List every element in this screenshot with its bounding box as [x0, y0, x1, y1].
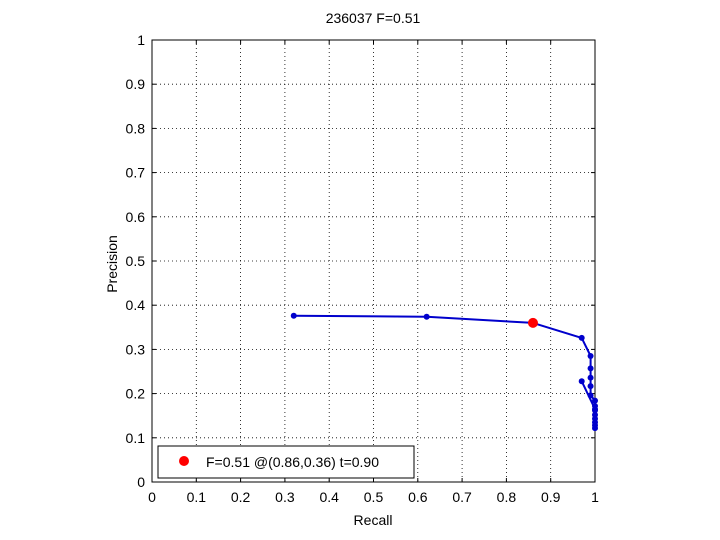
y-tick-label: 0.6 — [126, 209, 146, 225]
pr-curve-point — [290, 312, 297, 319]
pr-curve-point — [423, 313, 430, 320]
legend-entry: F=0.51 @(0.86,0.36) t=0.90 — [206, 454, 379, 470]
x-tick-label: 0.1 — [187, 489, 207, 505]
pr-curve-point — [587, 353, 594, 360]
legend-marker-best-point — [179, 456, 189, 466]
pr-curve-point — [592, 425, 598, 432]
legend-box — [157, 445, 415, 479]
x-tick-label: 0.7 — [452, 489, 472, 505]
x-tick-label: 0.9 — [541, 489, 561, 505]
y-tick-label: 0.2 — [126, 386, 146, 402]
best-f-point — [527, 317, 538, 328]
x-tick-label: 0.3 — [275, 489, 295, 505]
x-tick-label: 0.5 — [364, 489, 384, 505]
y-tick-label: 0.4 — [126, 297, 146, 313]
pr-curve-point — [587, 392, 594, 399]
chart-title: 236037 F=0.51 — [326, 10, 421, 26]
best-point-layer — [527, 317, 538, 328]
x-tick-label: 1 — [591, 489, 599, 505]
pr-curve-point — [592, 397, 598, 404]
pr-curve-point — [592, 406, 598, 413]
pr-curve-point — [587, 383, 594, 390]
y-tick-label: 0.5 — [126, 253, 146, 269]
series-layer — [290, 312, 598, 432]
x-tick-label: 0.6 — [408, 489, 428, 505]
y-tick-label: 0.9 — [126, 76, 146, 92]
pr-curve-point — [587, 365, 594, 372]
y-tick-label: 0.7 — [126, 165, 146, 181]
legend: F=0.51 @(0.86,0.36) t=0.90 — [157, 445, 415, 479]
y-tick-label: 1 — [137, 32, 145, 48]
x-axis-label: Recall — [354, 512, 393, 528]
x-tick-label: 0 — [148, 489, 156, 505]
grid-lines — [152, 40, 595, 482]
x-tick-label: 0.4 — [319, 489, 339, 505]
y-axis-label: Precision — [104, 235, 120, 293]
y-tick-label: 0.3 — [126, 341, 146, 357]
y-tick-label: 0.8 — [126, 120, 146, 136]
y-tick-label: 0.1 — [126, 430, 146, 446]
axis-ticks — [151, 39, 596, 483]
pr-curve-point — [587, 374, 594, 381]
y-tick-label: 0 — [137, 474, 145, 490]
x-tick-label: 0.8 — [497, 489, 517, 505]
x-tick-labels: 0 0.1 0.2 0.3 0.4 0.5 0.6 0.7 0.8 0.9 1 — [148, 489, 599, 505]
x-tick-label: 0.2 — [231, 489, 251, 505]
y-tick-labels: 0 0.1 0.2 0.3 0.4 0.5 0.6 0.7 0.8 0.9 1 — [126, 32, 146, 490]
pr-curve-point — [578, 334, 585, 341]
pr-curve-point — [578, 378, 585, 385]
